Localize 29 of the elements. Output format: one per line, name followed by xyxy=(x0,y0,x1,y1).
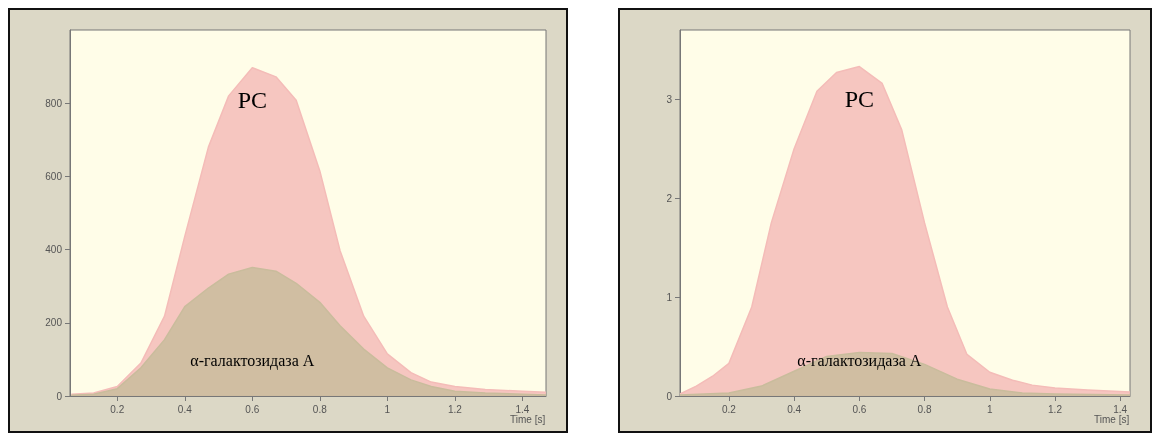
x-axis-title: Time [s] xyxy=(510,413,546,425)
y-tick-label: 0 xyxy=(666,390,673,402)
x-tick-label: 0.4 xyxy=(787,403,802,415)
y-tick-label: 400 xyxy=(45,244,63,256)
series-label: α-галактозидаза A xyxy=(190,351,315,370)
x-tick-label: 1.4 xyxy=(1113,403,1128,415)
series-label: α-галактозидаза A xyxy=(797,351,922,370)
x-tick-label: 0.8 xyxy=(917,403,932,415)
x-tick-label: 1.2 xyxy=(1048,403,1063,415)
y-tick-label: 0 xyxy=(56,390,63,402)
y-tick-label: 3 xyxy=(666,93,673,105)
y-tick-label: 200 xyxy=(45,317,63,329)
y-tick-label: 600 xyxy=(45,170,63,182)
y-tick-label: 800 xyxy=(45,97,63,109)
x-tick-label: 0.4 xyxy=(177,403,193,415)
x-tick-label: 1.2 xyxy=(447,403,463,415)
y-tick-label: 1 xyxy=(666,291,673,303)
series-label: PC xyxy=(237,86,267,113)
x-tick-label: 0.6 xyxy=(852,403,867,415)
x-axis-title: Time [s] xyxy=(1094,413,1130,425)
x-tick-label: 0.6 xyxy=(245,403,260,415)
x-tick-label: 0.2 xyxy=(721,403,737,415)
y-tick-label: 2 xyxy=(666,192,673,204)
x-tick-label: 0.2 xyxy=(110,403,125,415)
x-tick-label: 0.8 xyxy=(312,403,328,415)
x-tick-label: 1 xyxy=(384,403,391,415)
x-tick-label: 1 xyxy=(987,403,993,415)
x-tick-label: 1.4 xyxy=(515,403,530,415)
series-label: PC xyxy=(844,85,875,112)
